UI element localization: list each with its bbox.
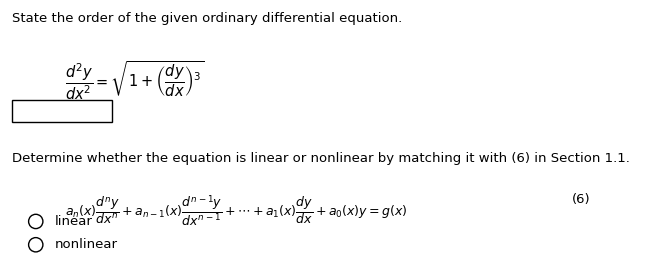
Ellipse shape (29, 238, 43, 252)
Text: nonlinear: nonlinear (55, 238, 118, 251)
Text: Determine whether the equation is linear or nonlinear by matching it with (6) in: Determine whether the equation is linear… (12, 152, 630, 164)
Text: linear: linear (55, 215, 92, 228)
Ellipse shape (29, 214, 43, 229)
Text: $\dfrac{d^2y}{dx^2} = \sqrt{1 + \left(\dfrac{dy}{dx}\right)^3}$: $\dfrac{d^2y}{dx^2} = \sqrt{1 + \left(\d… (65, 60, 205, 102)
Text: $a_n(x)\dfrac{d^ny}{dx^n} + a_{n-1}(x)\dfrac{d^{n-1}y}{dx^{n-1}} + \cdots + a_1(: $a_n(x)\dfrac{d^ny}{dx^n} + a_{n-1}(x)\d… (65, 193, 408, 228)
Text: State the order of the given ordinary differential equation.: State the order of the given ordinary di… (12, 12, 402, 25)
Bar (12, 100, 112, 122)
Text: (6): (6) (572, 193, 591, 206)
